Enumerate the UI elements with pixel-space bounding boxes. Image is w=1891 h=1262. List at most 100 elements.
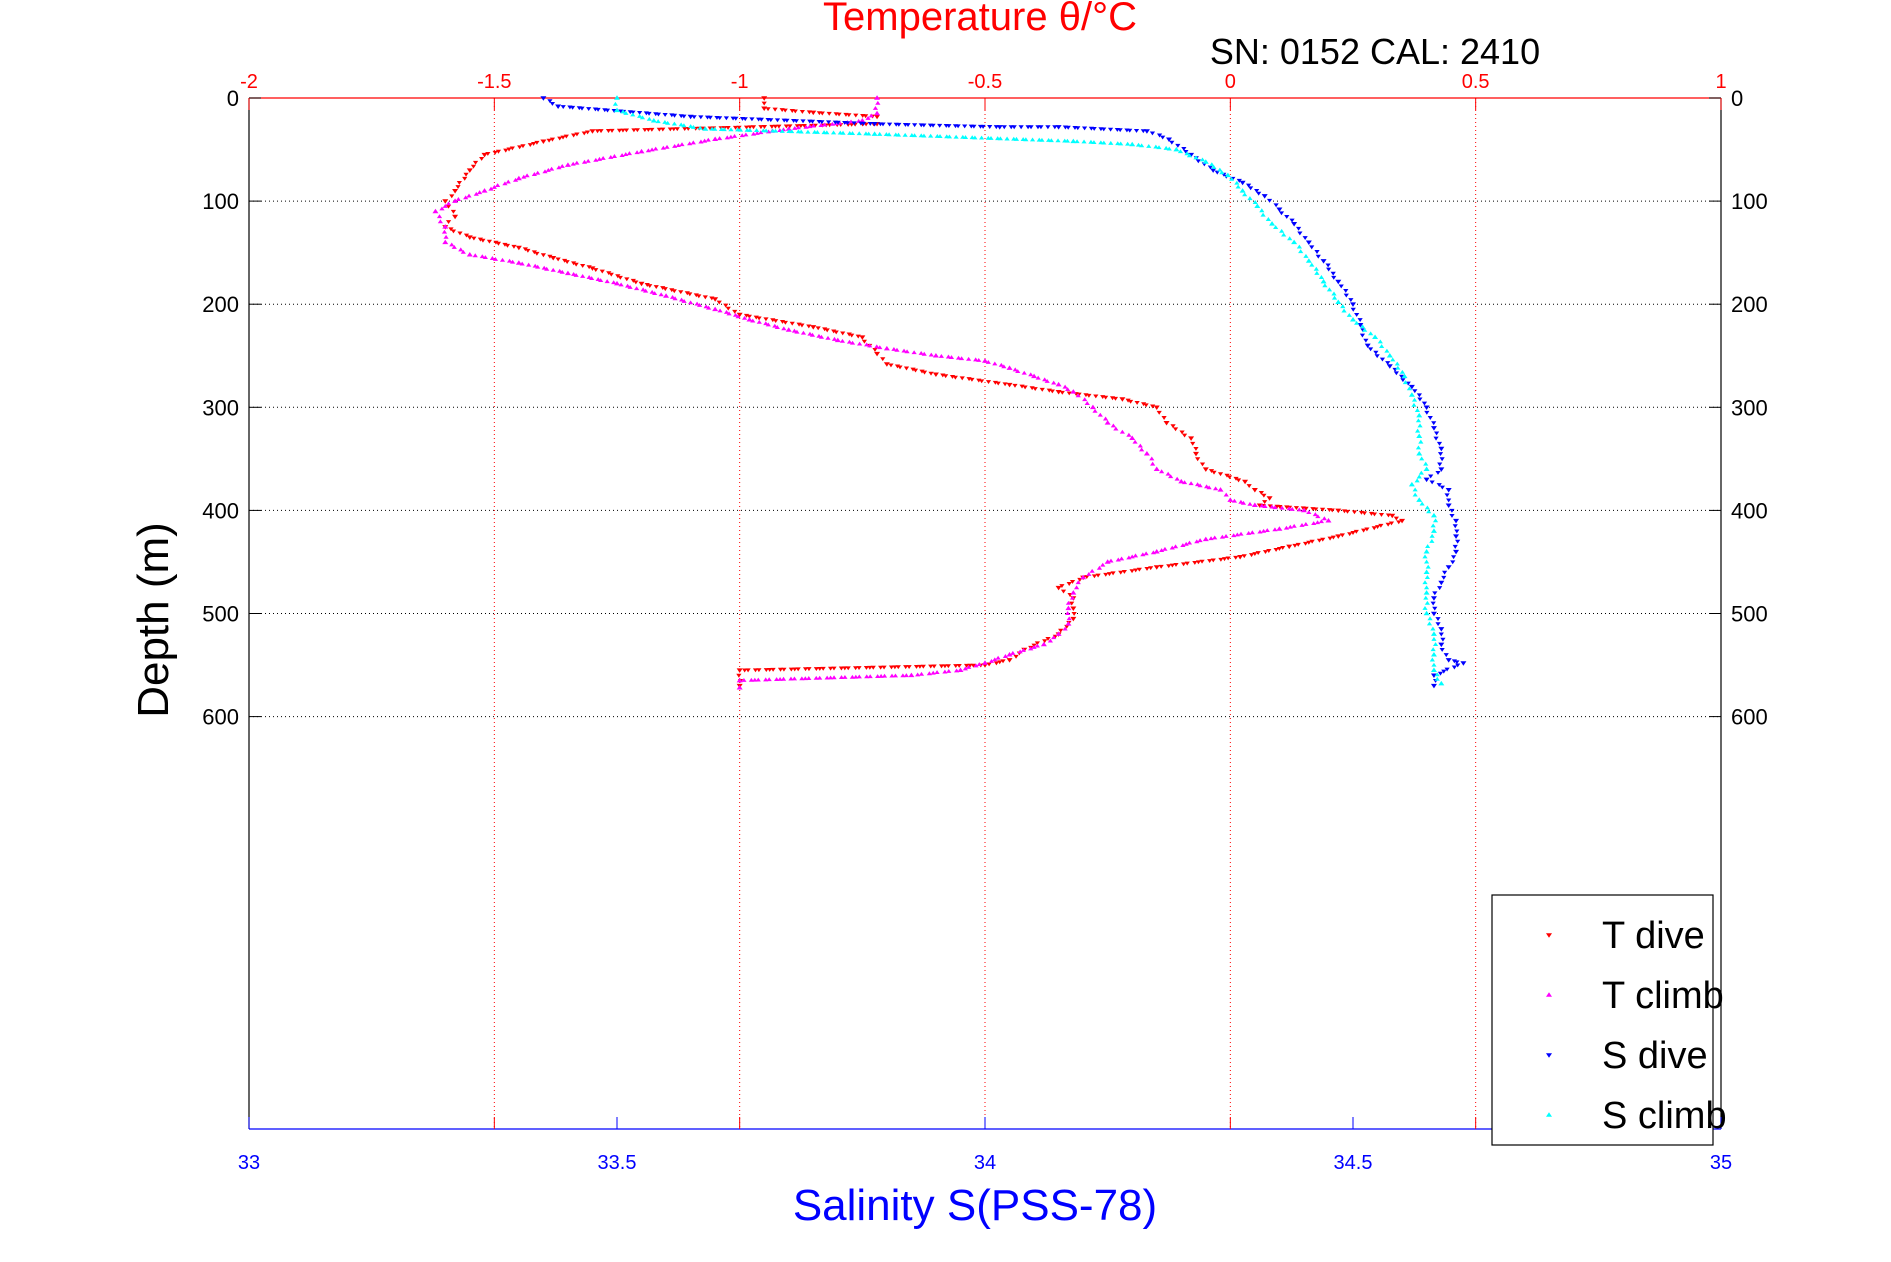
profile-marker: [1055, 138, 1061, 143]
profile-marker: [1436, 441, 1443, 446]
profile-marker: [880, 122, 886, 127]
profile-marker: [1199, 157, 1206, 162]
profile-marker: [920, 664, 926, 669]
profile-marker: [1218, 557, 1224, 562]
profile-marker: [717, 116, 723, 121]
data-point: [1055, 125, 1062, 130]
data-point: [736, 685, 743, 690]
temperature-tick-label: -2: [240, 71, 258, 93]
profile-marker: [822, 327, 828, 332]
data-point: [1119, 397, 1126, 402]
profile-marker: [1208, 469, 1215, 474]
profile-marker: [787, 124, 793, 129]
profile-marker: [1001, 125, 1007, 130]
profile-marker: [586, 107, 592, 111]
profile-marker: [547, 254, 553, 259]
profile-marker: [1045, 636, 1051, 641]
data-point: [1153, 466, 1160, 471]
profile-marker: [1156, 410, 1162, 415]
profile-marker: [1071, 611, 1077, 616]
profile-marker: [842, 666, 848, 671]
profile-marker: [772, 128, 779, 133]
profile-marker: [1075, 393, 1081, 398]
profile-marker: [962, 135, 969, 139]
profile-marker: [637, 111, 643, 115]
profile-marker: [534, 140, 540, 145]
data-point: [874, 95, 881, 100]
profile-marker: [455, 197, 461, 201]
data-point: [1291, 221, 1298, 227]
profile-marker: [747, 125, 753, 130]
profile-marker: [1223, 492, 1229, 497]
profile-marker: [557, 136, 563, 141]
profile-marker: [992, 657, 998, 662]
profile-marker: [1062, 626, 1068, 631]
profile-marker: [946, 124, 952, 128]
profile-marker: [793, 119, 799, 124]
profile-marker: [1298, 249, 1304, 254]
salinity-tick-label: 33.5: [598, 1152, 637, 1174]
profile-marker: [1313, 507, 1319, 512]
profile-marker: [1327, 536, 1333, 541]
profile-marker: [952, 375, 958, 380]
profile-marker: [716, 136, 723, 141]
profile-marker: [1119, 429, 1125, 434]
profile-marker: [877, 131, 883, 136]
profile-marker: [580, 274, 586, 278]
profile-marker: [810, 123, 817, 128]
profile-marker: [1343, 293, 1349, 298]
profile-marker: [570, 161, 576, 166]
profile-marker: [736, 673, 742, 678]
profile-marker: [1412, 389, 1418, 394]
profile-marker: [875, 100, 881, 105]
profile-marker: [574, 132, 580, 137]
profile-marker: [1280, 545, 1286, 550]
profile-marker: [777, 667, 784, 672]
y-tick-label-right: 400: [1731, 498, 1768, 523]
profile-marker: [1110, 423, 1116, 428]
profile-marker: [1048, 138, 1054, 143]
profile-marker: [888, 665, 895, 670]
profile-marker: [1361, 528, 1367, 533]
profile-marker: [482, 255, 488, 260]
profile-marker: [463, 172, 469, 177]
profile-marker: [1235, 184, 1241, 189]
profile-marker: [1354, 320, 1360, 325]
profile-marker: [1399, 369, 1405, 374]
profile-marker: [1291, 523, 1297, 528]
data-point: [1104, 420, 1111, 425]
profile-marker: [1149, 456, 1155, 461]
data-point: [859, 335, 866, 340]
profile-marker: [1455, 539, 1461, 544]
profile-marker: [1437, 586, 1443, 591]
profile-marker: [743, 132, 749, 137]
profile-marker: [1082, 397, 1088, 402]
profile-marker: [458, 247, 464, 252]
profile-marker: [723, 309, 730, 314]
profile-marker: [1172, 544, 1179, 549]
data-point: [1453, 518, 1460, 524]
profile-marker: [1235, 478, 1242, 483]
profile-marker: [1018, 125, 1024, 130]
profile-marker: [755, 677, 761, 682]
data-point: [1430, 652, 1437, 657]
profile-marker: [449, 194, 455, 199]
profile-marker: [1150, 461, 1156, 466]
profile-marker: [1238, 531, 1244, 536]
profile-marker: [1350, 531, 1356, 535]
profile-marker: [1017, 649, 1023, 654]
profile-marker: [1433, 436, 1439, 441]
profile-marker: [693, 293, 699, 298]
profile-marker: [681, 298, 687, 303]
profile-marker: [1173, 562, 1179, 567]
profile-marker: [1186, 540, 1193, 545]
profile-marker: [1060, 589, 1067, 594]
profile-marker: [1364, 527, 1370, 532]
data-point: [1335, 279, 1342, 285]
profile-marker: [672, 143, 678, 148]
profile-marker: [1385, 513, 1392, 518]
data-point: [1423, 477, 1430, 483]
profile-marker: [856, 674, 862, 679]
profile-marker: [979, 135, 985, 140]
